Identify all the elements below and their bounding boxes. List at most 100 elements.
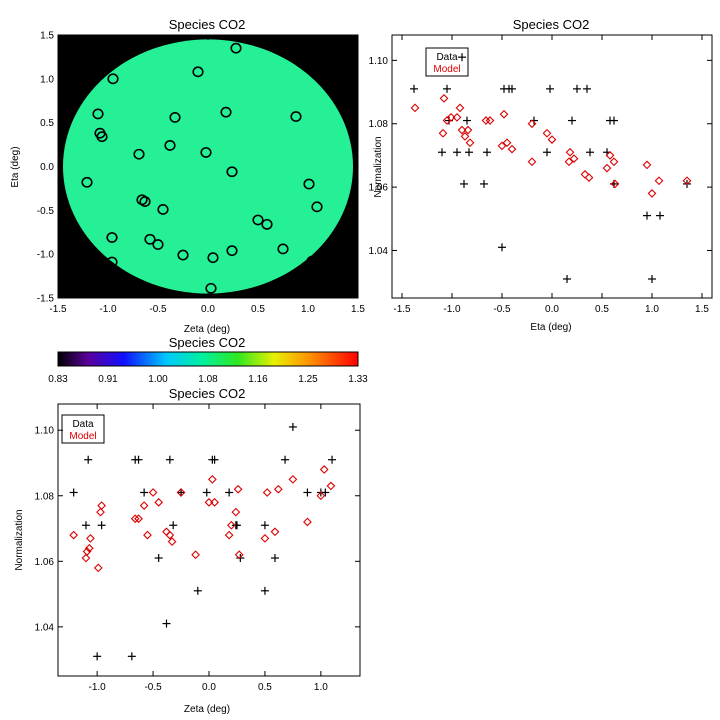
eta-data-point [480,179,488,188]
zeta-data-point [321,488,330,497]
map-y-label: Eta (deg) [10,146,21,187]
zeta-legend-data: Data [72,419,94,430]
map-ytick-label: 1.5 [40,31,54,42]
map-point [303,178,315,190]
map-point [252,214,264,226]
zeta-data-point [165,455,174,464]
eta-data-point [483,148,491,157]
zeta-model-point [303,517,312,527]
map-xtick-label: 0.0 [201,304,215,315]
eta-xtick-label: 1.0 [645,304,659,315]
zeta-xtick-label: -0.5 [144,682,162,693]
eta-data-point [573,84,581,93]
zeta-model-point [81,553,91,563]
colorbar-tick-label: 0.91 [98,374,118,385]
zeta-data-point [69,488,78,497]
eta-data-point [583,84,591,93]
zeta-data-point [140,488,149,497]
map-ytick-label: 0.5 [40,118,54,129]
map-point [220,106,232,118]
zeta-data-point [303,488,312,497]
map-point [136,194,148,206]
eta-model-point [565,147,575,157]
zeta-data-point [232,521,241,530]
eta-data-point [568,116,576,125]
eta-model-point [542,128,552,138]
eta-data-point [410,84,418,93]
eta-xtick-label: -0.5 [493,304,511,315]
zeta-model-point [270,527,280,537]
map-point [205,282,217,294]
eta-data-point [508,84,516,93]
zeta-model-point [226,520,236,530]
colorbar-tick-label: 1.25 [298,374,318,385]
zeta-xtick-label: 0.5 [258,682,272,693]
map-point [177,249,189,261]
eta-model-point [481,116,491,125]
map-y-ticks: -1.5 -1.0 -0.5 0.0 0.5 1.0 1.5 [37,31,358,305]
zeta-model-point [154,497,164,507]
eta-model-point [507,144,517,154]
zeta-model-point [130,514,140,524]
eta-model-point [465,138,475,148]
eta-ytick-label: 1.10 [369,56,389,67]
map-xtick-label: 1.0 [301,304,315,315]
map-ytick-label: -1.0 [37,250,55,261]
zeta-model-point [97,501,106,510]
zeta-data-point [154,554,163,563]
zeta-data-point [93,652,102,661]
map-point [152,239,164,250]
zeta-model-point [86,533,95,543]
eta-data-point [648,274,656,283]
zeta-model-point [82,547,92,556]
colorbar-tick-label: 1.33 [348,374,368,385]
eta-model-point [654,176,664,186]
zeta-data-point [162,619,171,628]
eta-model-point [452,113,462,122]
zeta-model-point [143,530,152,540]
zeta-model-point [234,550,244,560]
zeta-model-point [96,507,105,517]
map-xtick-label: -0.5 [149,304,167,315]
eta-model-point [499,109,509,119]
map-point [164,140,176,151]
map-x-ticks: -1.5 -1.0 -0.5 0.0 0.5 1.0 1.5 [49,35,365,315]
zeta-model-point [233,484,243,494]
zeta-data-point [81,521,90,530]
colorbar [57,351,359,367]
eta-data-point [438,148,446,157]
eta-x-label: Eta (deg) [530,322,571,333]
eta-legend-data: Data [436,52,458,63]
zeta-model-point [262,488,272,497]
eta-data-point [610,116,618,125]
zeta-model-point [260,533,270,543]
map-disk [63,39,353,294]
eta-model-point [457,125,467,135]
zeta-model-point [167,537,177,547]
map-points [81,42,323,294]
map-point [157,204,169,215]
zeta-y-label: Normalization [14,509,25,570]
eta-xtick-label: -1.0 [443,304,461,315]
eta-model-point [527,119,537,129]
eta-model-point [527,157,537,167]
eta-data-point [586,148,594,157]
zeta-data-point [177,488,186,497]
colorbar-tick-label: 1.00 [148,374,168,385]
map-point [226,166,238,178]
map-ytick-label: 0.0 [40,162,54,173]
eta-title: Species CO2 [513,17,590,32]
eta-x-ticks: -1.5 -1.0 -0.5 0.0 0.5 1.0 1.5 [393,35,709,315]
eta-ytick-label: 1.08 [369,119,389,130]
zeta-model-point [176,488,186,497]
zeta-model-point [316,491,326,501]
map-point [290,111,302,122]
zeta-ytick-label: 1.08 [35,491,55,502]
zeta-legend-box [61,414,105,444]
zeta-data-point [202,488,211,497]
eta-xtick-label: 0.0 [545,304,559,315]
zeta-model-point [134,514,143,524]
eta-data-point [443,84,451,93]
eta-model-point [547,135,557,144]
